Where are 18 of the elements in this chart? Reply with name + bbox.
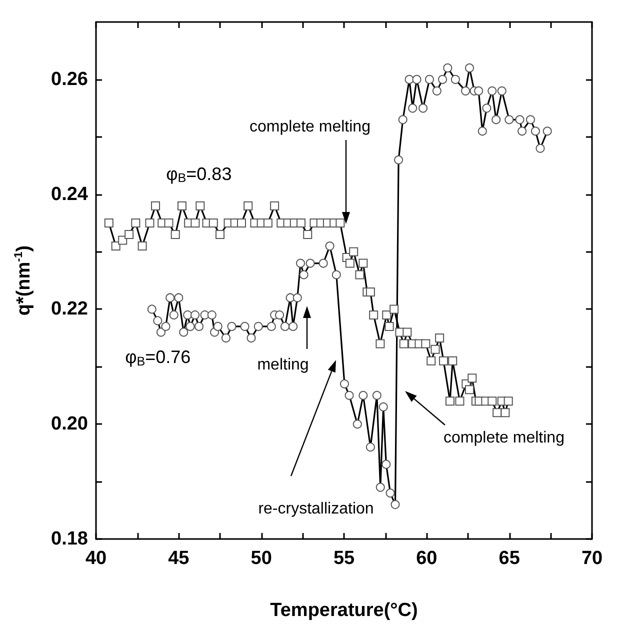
x-tick-label: 65: [498, 548, 520, 569]
y-tick-label: 0.20: [51, 414, 88, 435]
annotation: complete melting: [250, 118, 370, 136]
y-tick-label: 0.26: [51, 68, 88, 90]
x-tick-label: 40: [85, 548, 107, 569]
y-tick-label: 0.22: [51, 298, 88, 320]
y-tick-label: 0.18: [51, 528, 88, 550]
x-tick-label: 60: [416, 548, 438, 569]
annotation: complete melting: [444, 430, 564, 446]
annotation: melting: [257, 356, 309, 374]
x-tick-label: 45: [168, 548, 190, 569]
annotation: re-crystallization: [258, 500, 374, 518]
y-axis-title: q*(nm-1): [13, 245, 34, 316]
x-tick-label: 50: [250, 548, 272, 569]
x-tick-label: 55: [333, 548, 355, 569]
x-tick-label: 70: [581, 548, 603, 569]
y-tick-label: 0.24: [51, 184, 88, 205]
x-axis-title: Temperature(°C): [270, 600, 418, 621]
